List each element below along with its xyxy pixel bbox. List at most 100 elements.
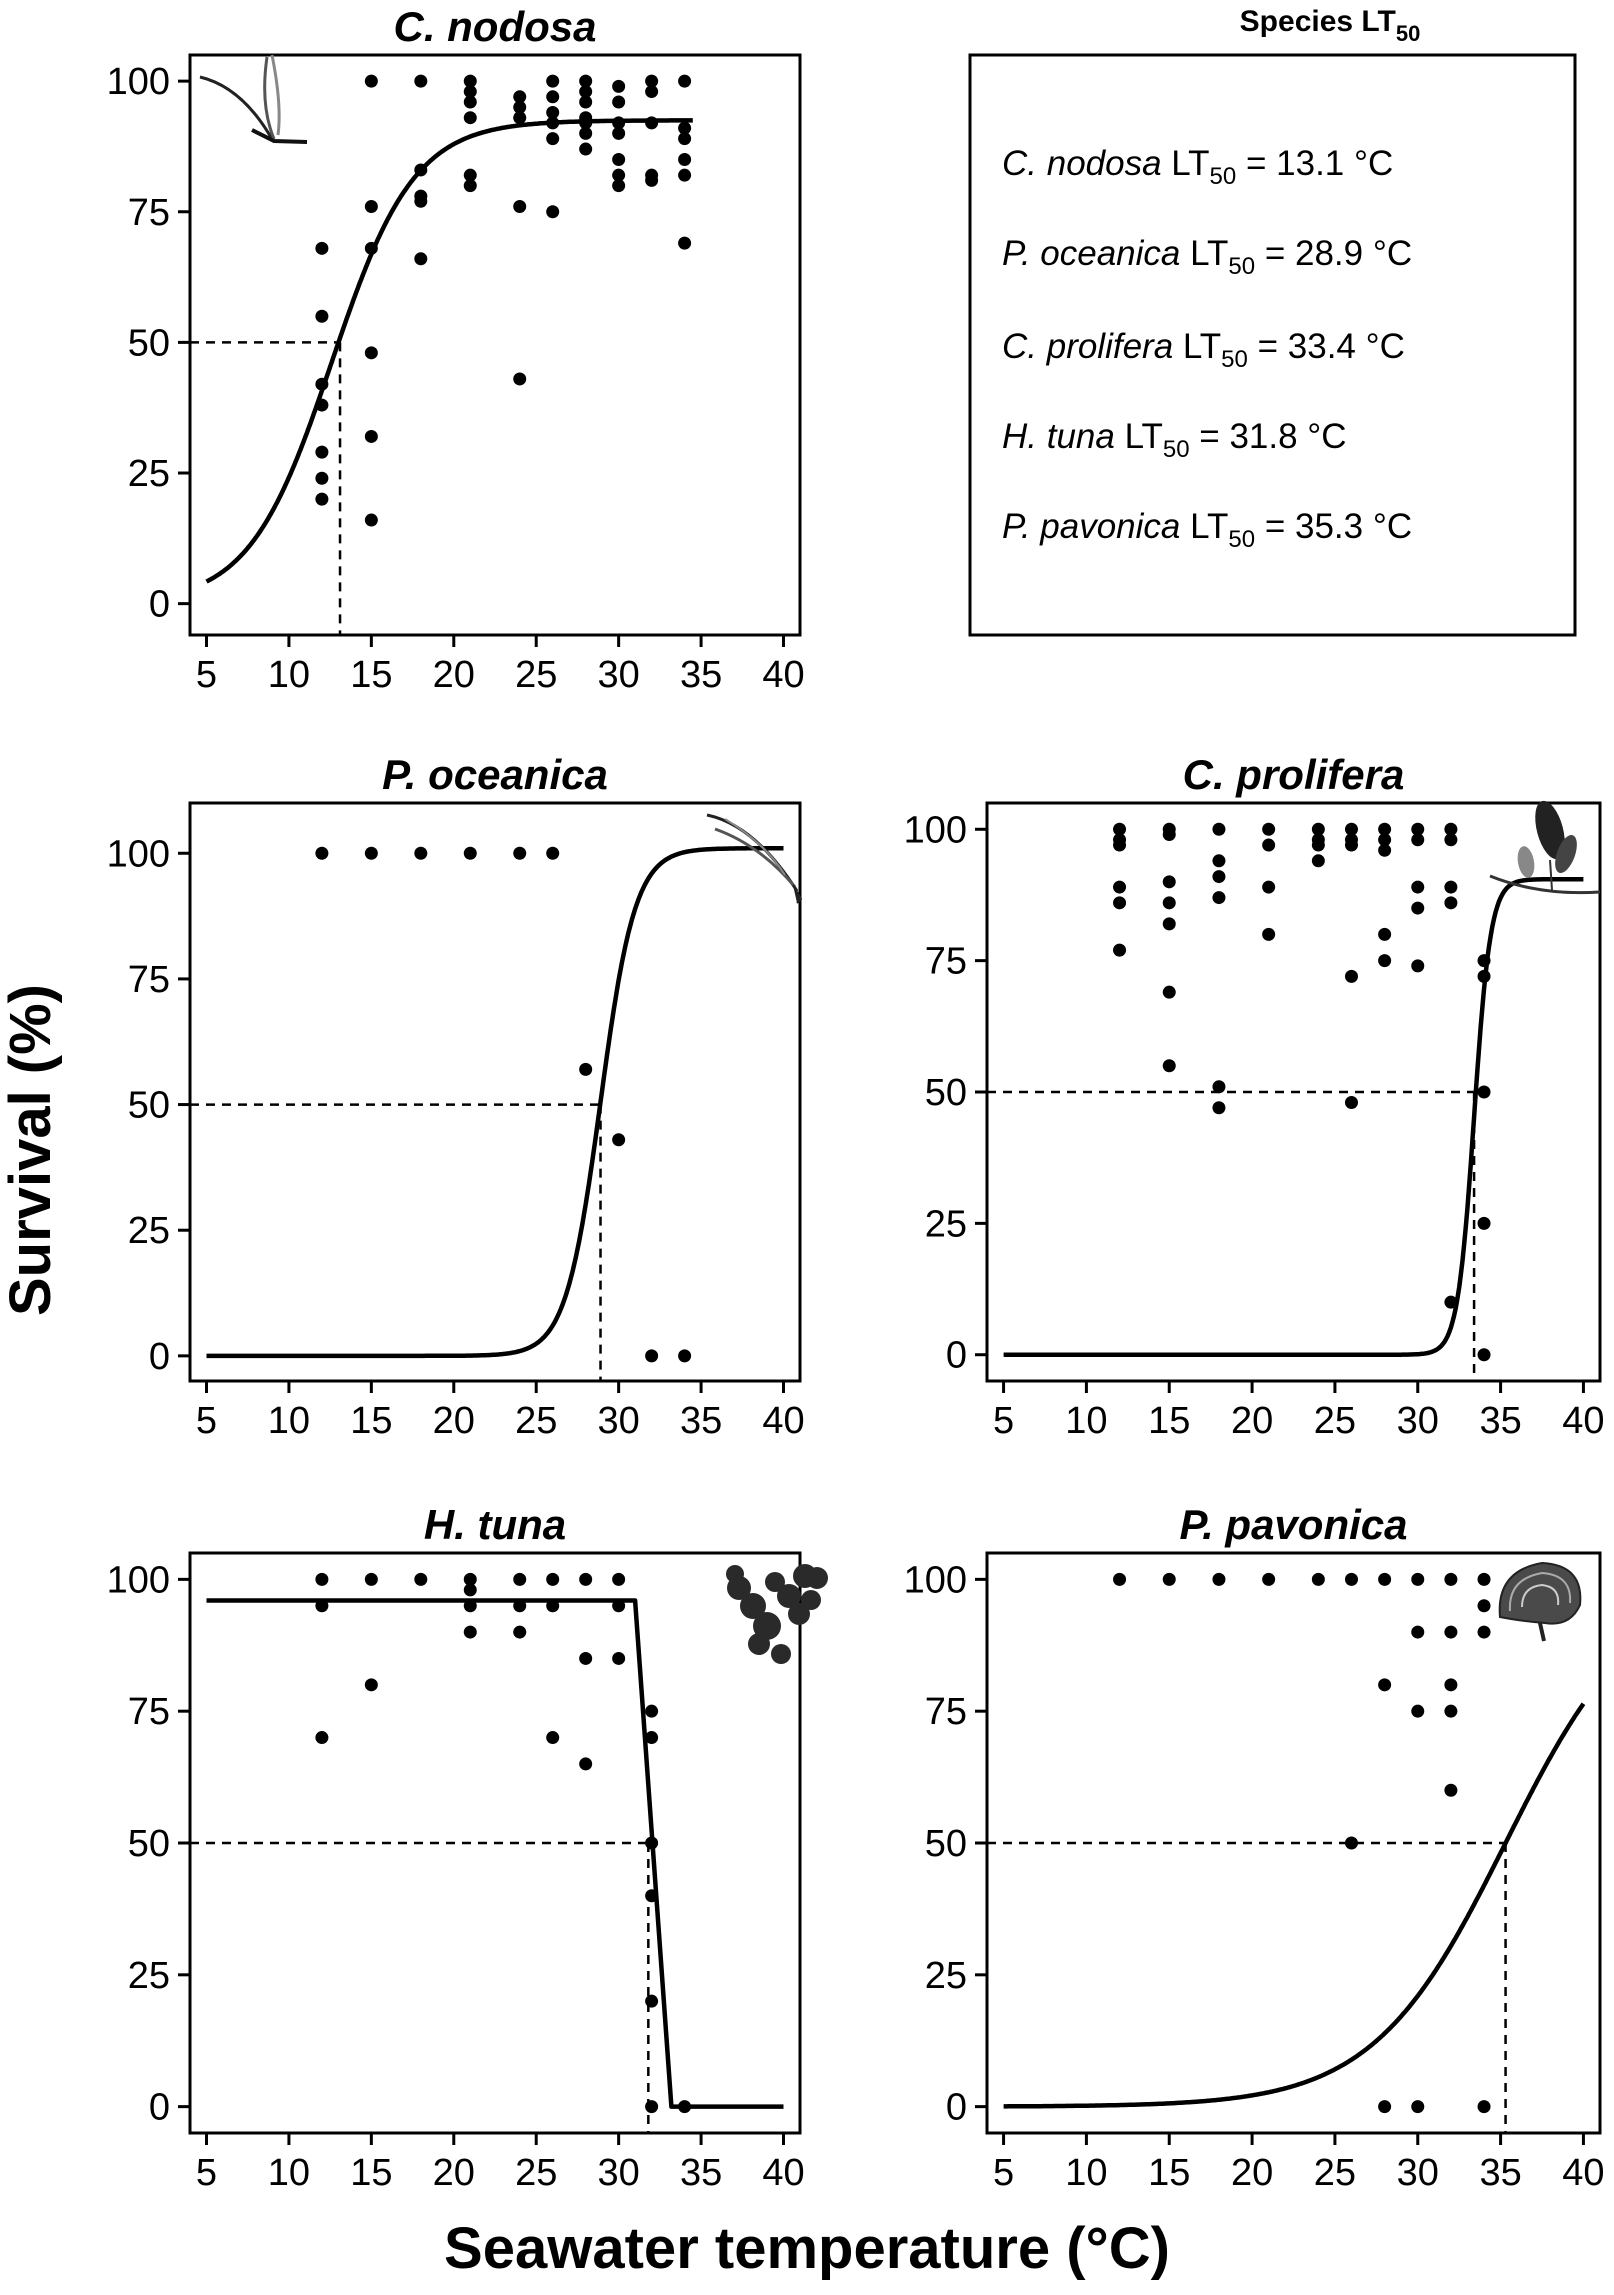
legend-entry: C. nodosa LT50 = 13.1 °C [1002, 144, 1393, 190]
data-point [645, 173, 659, 187]
x-tick-label: 10 [268, 1400, 310, 1442]
leaf-shape [270, 54, 281, 136]
data-point [315, 846, 329, 860]
data-point [1444, 822, 1458, 836]
ring-shape [1508, 1571, 1572, 1612]
data-point [1444, 896, 1458, 910]
x-tick-label: 10 [1065, 2152, 1107, 2194]
data-point [1477, 1216, 1491, 1230]
data-point [1212, 1572, 1226, 1586]
data-point [546, 846, 560, 860]
data-point [1311, 822, 1325, 836]
data-point [1477, 1599, 1491, 1613]
frond-shape [1555, 834, 1577, 874]
data-point [645, 116, 659, 130]
data-point [645, 85, 659, 99]
data-point [546, 105, 560, 119]
data-point [1411, 1625, 1425, 1639]
ring-shape [1521, 1583, 1560, 1608]
seagrass-shoot-icon [199, 54, 308, 144]
legend-title: Species LT50 [1240, 5, 1421, 46]
data-point [612, 168, 626, 182]
leaf-shape [714, 827, 797, 888]
data-point [513, 111, 527, 125]
y-tick-label: 75 [128, 192, 170, 234]
x-axis-title: Seawater temperature (°C) [444, 2216, 1170, 2281]
fit-curve [205, 118, 694, 584]
data-point [612, 153, 626, 167]
plot-frame [188, 801, 802, 1383]
data-point [579, 95, 593, 109]
x-tick-label: 35 [680, 2152, 722, 2194]
leaf-shape [199, 75, 274, 140]
data-point [463, 1572, 477, 1586]
data-point [1411, 2100, 1425, 2114]
data-point [579, 74, 593, 88]
segment-shape [777, 1584, 801, 1608]
y-tick-label: 25 [128, 453, 170, 495]
data-point [1444, 1295, 1458, 1309]
chart-panel: P. oceanica 5 10 15 20 25 30 35 40 0 25 50 75 100 [107, 751, 805, 1442]
green-alga-icon [1489, 800, 1601, 895]
x-tick-label: 5 [196, 1400, 217, 1442]
y-tick-label: 50 [925, 1072, 967, 1114]
data-point [513, 846, 527, 860]
data-point [1344, 1096, 1358, 1110]
data-point [1444, 1678, 1458, 1692]
data-point [315, 492, 329, 506]
x-tick-label: 30 [598, 2152, 640, 2194]
data-point [678, 132, 692, 146]
data-point [1444, 1625, 1458, 1639]
data-point [1262, 880, 1276, 894]
x-tick-label: 20 [1231, 2152, 1273, 2194]
data-point [546, 74, 560, 88]
segment-shape [788, 1603, 810, 1625]
data-point [546, 205, 560, 219]
data-point [364, 513, 378, 527]
data-point [315, 445, 329, 459]
data-point [1477, 1572, 1491, 1586]
x-tick-label: 5 [196, 2152, 217, 2194]
data-point [1311, 1572, 1325, 1586]
data-point [1344, 1572, 1358, 1586]
y-tick-label: 100 [107, 833, 170, 875]
y-tick-label: 100 [107, 61, 170, 103]
y-tick-label: 75 [925, 941, 967, 983]
x-tick-label: 10 [268, 654, 310, 696]
calcareous-alga-icon [726, 1564, 828, 1664]
data-point [463, 95, 477, 109]
x-tick-label: 25 [515, 654, 557, 696]
data-point [1444, 1783, 1458, 1797]
data-point [1411, 833, 1425, 847]
fit-curve [205, 845, 785, 1359]
svg-text:P. pavonica LT50 = 35.3 °C: P. pavonica LT50 = 35.3 °C [1002, 507, 1412, 553]
data-point [463, 1583, 477, 1597]
y-tick-label: 0 [149, 2087, 170, 2129]
x-tick-label: 20 [433, 2152, 475, 2194]
x-tick-label: 20 [433, 654, 475, 696]
y-tick-label: 25 [128, 1210, 170, 1252]
data-point [1477, 969, 1491, 983]
panel-title: P. oceanica [382, 751, 608, 798]
data-point [1113, 896, 1127, 910]
data-point [612, 126, 626, 140]
data-point [612, 179, 626, 193]
data-point [364, 74, 378, 88]
legend-box [968, 53, 1577, 637]
y-tick-label: 75 [925, 1691, 967, 1733]
data-point [1378, 843, 1392, 857]
fit-curve [206, 1598, 784, 2109]
data-point [612, 1651, 626, 1665]
data-point [1411, 1704, 1425, 1718]
segment-shape [748, 1633, 770, 1655]
segment-shape [753, 1612, 781, 1640]
y-tick-label: 25 [925, 1955, 967, 1997]
data-point [315, 398, 329, 412]
y-axis-title: Survival (%) [0, 984, 63, 1316]
data-point [364, 241, 378, 255]
leaf-tip-shape [792, 884, 803, 904]
data-point [1162, 875, 1176, 889]
data-point [645, 2100, 659, 2114]
data-point [1344, 969, 1358, 983]
